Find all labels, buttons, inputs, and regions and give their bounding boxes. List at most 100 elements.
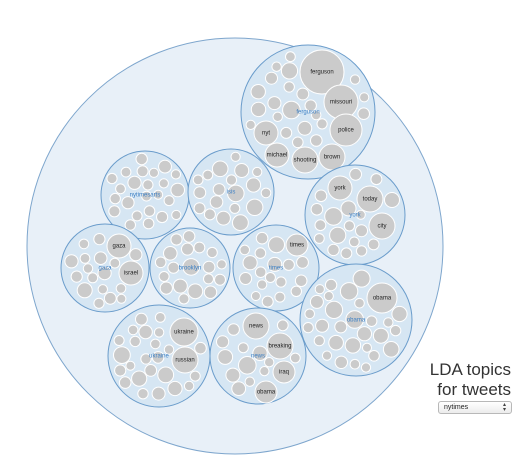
word-circle	[64, 254, 79, 269]
word-label: iraq	[279, 370, 289, 376]
word-circle	[275, 276, 287, 288]
word-circle	[299, 49, 345, 95]
word-label: obama	[373, 296, 392, 302]
word-circle	[267, 256, 283, 272]
word-circle	[116, 293, 127, 304]
word-circle	[202, 260, 216, 274]
word-circle	[97, 284, 109, 295]
word-circle	[253, 120, 279, 146]
word-circle	[124, 219, 137, 231]
word-circle	[259, 366, 270, 377]
word-circle	[170, 169, 181, 180]
title-line-1: LDA topics	[429, 360, 511, 379]
word-circle	[327, 243, 340, 257]
word-circle	[156, 210, 169, 224]
topic-label: york	[349, 213, 361, 219]
word-circle	[327, 175, 353, 201]
word-circle	[141, 190, 152, 202]
word-circle	[254, 247, 267, 259]
topic-label: isis	[227, 190, 236, 196]
word-circle	[127, 324, 139, 336]
word-circle	[297, 120, 313, 136]
word-circle	[76, 282, 93, 299]
word-circle	[153, 327, 165, 338]
word-circle	[163, 246, 178, 261]
word-circle	[203, 273, 214, 285]
word-circle	[340, 247, 353, 260]
word-circle	[334, 355, 348, 369]
word-circle	[296, 87, 310, 101]
topic-group: ferguson missouri police nyt michael shooting…	[240, 44, 376, 180]
word-circle	[159, 281, 173, 295]
word-circle	[214, 273, 226, 286]
word-circle	[245, 177, 262, 193]
word-circle	[189, 370, 201, 382]
word-circle	[239, 244, 250, 256]
word-circle	[294, 274, 308, 288]
word-circle	[193, 202, 206, 215]
word-circle	[382, 341, 400, 358]
word-circle	[282, 258, 295, 271]
title-block: LDA topics for tweets	[401, 360, 511, 400]
word-circle	[314, 219, 327, 232]
word-circle	[229, 202, 241, 214]
word-circle	[181, 242, 194, 256]
word-circle	[356, 185, 384, 213]
word-circle	[309, 294, 324, 309]
word-circle	[193, 186, 207, 200]
word-label: news	[249, 324, 263, 330]
word-circle	[216, 335, 230, 349]
word-circle	[368, 212, 396, 240]
word-circle	[314, 284, 325, 295]
word-circle	[340, 200, 357, 217]
word-circle	[329, 113, 363, 147]
word-label: obama	[257, 390, 276, 396]
word-circle	[271, 61, 282, 72]
word-circle	[106, 233, 132, 259]
word-circle	[344, 337, 362, 354]
word-circle	[359, 92, 370, 103]
word-circle	[87, 272, 99, 284]
word-circle	[267, 96, 282, 111]
word-circle	[178, 293, 190, 305]
word-circle	[79, 253, 91, 264]
title-line-2: for tweets	[437, 380, 511, 399]
topic-label: obama	[347, 318, 366, 324]
word-circle	[334, 320, 348, 334]
word-circle	[356, 326, 372, 342]
word-circle	[154, 256, 167, 269]
word-label: russian	[175, 358, 194, 364]
word-label: gaza	[112, 244, 126, 250]
word-circle	[167, 380, 183, 397]
word-circle	[310, 203, 324, 216]
word-circle	[216, 210, 231, 226]
word-circle	[140, 353, 152, 365]
word-circle	[311, 109, 322, 121]
word-circle	[391, 305, 408, 323]
word-circle	[254, 380, 278, 404]
word-circle	[314, 189, 328, 203]
word-circle	[115, 283, 127, 294]
word-circle	[125, 360, 136, 371]
word-circle	[318, 143, 346, 171]
word-circle	[227, 323, 240, 336]
word-circle	[315, 318, 330, 333]
word-circle	[354, 297, 365, 309]
topic-label: ferguson	[296, 110, 319, 116]
word-circle	[135, 152, 148, 166]
word-circle	[158, 159, 172, 174]
word-circle	[252, 166, 263, 178]
word-circle	[256, 279, 268, 290]
word-circle	[158, 178, 169, 189]
account-select[interactable]: nytimes ▴ ▾	[438, 401, 512, 414]
word-circle	[103, 291, 117, 305]
word-circle	[131, 210, 143, 222]
word-label: police	[338, 128, 354, 134]
word-circle	[282, 100, 301, 120]
word-circle	[304, 99, 317, 112]
word-circle	[283, 81, 295, 93]
word-circle	[237, 342, 249, 354]
word-circle	[97, 266, 112, 281]
word-circle	[194, 341, 207, 355]
word-circle	[225, 174, 238, 186]
